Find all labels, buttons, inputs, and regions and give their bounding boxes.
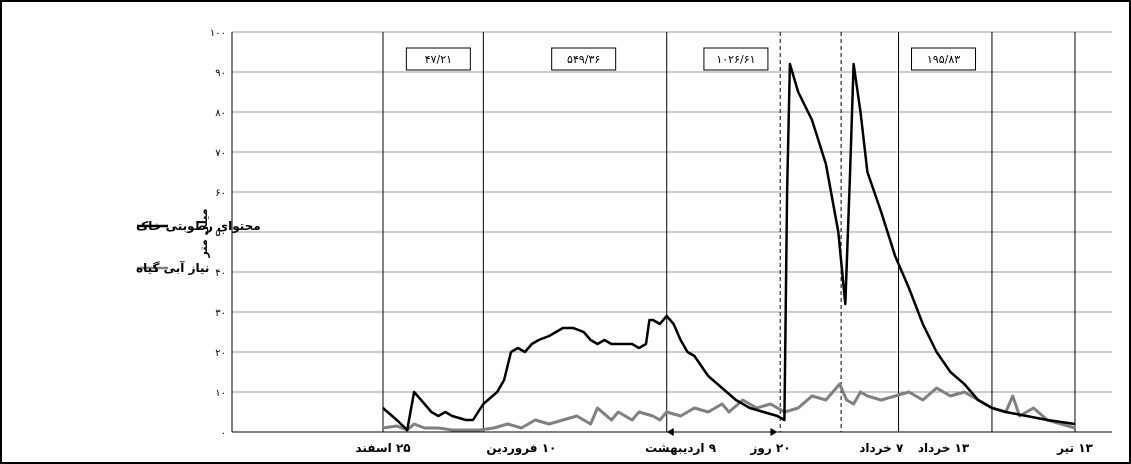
y-tick-label: ۶۰ bbox=[215, 188, 226, 199]
y-tick-label: ۴۰ bbox=[215, 268, 226, 279]
x-tick-label: ۱۳ تیر bbox=[1056, 441, 1093, 455]
period-label: ۵۴۹/۳۶ bbox=[567, 53, 600, 66]
legend-crop-water-need-label: نیاز آبی گیاه bbox=[136, 260, 209, 275]
y-tick-label: ۳۰ bbox=[215, 308, 226, 319]
y-tick-label: ۸۰ bbox=[215, 108, 226, 119]
period-label-box bbox=[911, 47, 977, 71]
series-lines bbox=[382, 62, 1076, 432]
y-axis-label: میلی متر bbox=[197, 209, 210, 259]
period-label: ۱۹۵/۸۳ bbox=[927, 53, 960, 66]
x-tick-label: ۲۵ اسفند bbox=[355, 441, 410, 455]
y-tick-label: ۱۰ bbox=[215, 388, 226, 399]
y-tick-label: ۰ bbox=[221, 428, 226, 439]
x-tick-label: ۱۳ خرداد bbox=[918, 441, 970, 455]
span-arrow-head-right bbox=[770, 428, 778, 436]
period-label: ۴۷/۲۱ bbox=[425, 53, 452, 66]
period-label-boxes: ۴۷/۲۱ ۵۴۹/۳۶ ۱۰۲۶/۶۱ ۱۹۵/۸۳ bbox=[405, 47, 977, 71]
gridlines bbox=[231, 31, 1112, 433]
y-tick-label: ۱۰۰ bbox=[210, 28, 226, 39]
series-line-crop-water-need bbox=[382, 382, 1076, 432]
y-tick-label: ۲۰ bbox=[215, 348, 226, 359]
legend: محتوای رطوبتی خاک نیاز آبی گیاه bbox=[136, 219, 261, 275]
period-label-box bbox=[551, 47, 617, 71]
period-label: ۱۰۲۶/۶۱ bbox=[716, 53, 755, 66]
y-tick-label: ۷۰ bbox=[215, 148, 226, 159]
series-line-soil-moisture bbox=[382, 62, 1076, 432]
x-tick-label: ۲۰ روز bbox=[749, 441, 790, 456]
y-tick-label: ۵۰ bbox=[215, 228, 226, 239]
period-label-box bbox=[703, 47, 769, 71]
y-tick-label: ۹۰ bbox=[215, 68, 226, 79]
legend-soil-moisture-label: محتوای رطوبتی خاک bbox=[136, 219, 261, 234]
x-tick-label: ۷ خرداد bbox=[859, 441, 904, 455]
x-tick-label: ۹ اردیبهشت bbox=[645, 441, 717, 455]
span-arrow bbox=[666, 428, 778, 436]
y-tick-labels: ۰ ۱۰ ۲۰ ۳۰ ۴۰ ۵۰ ۶۰ ۷۰ ۸۰ ۹۰ ۱۰۰ bbox=[210, 28, 226, 439]
x-tick-label: ۱۰ فروردین bbox=[486, 441, 556, 456]
period-label-box bbox=[405, 47, 471, 71]
x-tick-labels: ۲۵ اسفند ۱۰ فروردین ۹ اردیبهشت ۲۰ روز ۷ خردا… bbox=[355, 441, 1093, 456]
period-lines bbox=[382, 32, 1076, 432]
span-arrow-head-left bbox=[666, 428, 674, 436]
